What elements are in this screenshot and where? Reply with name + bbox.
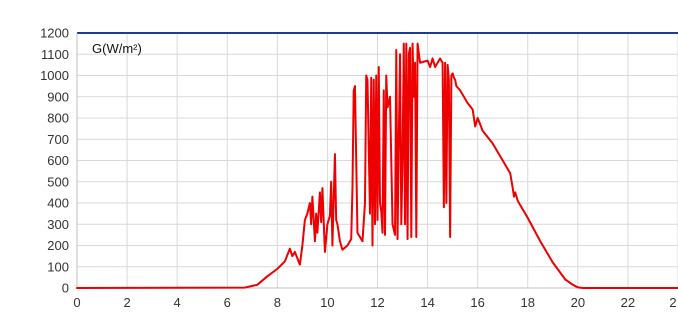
x-tick-label: 6 (224, 295, 231, 310)
x-tick-label: 10 (320, 295, 334, 310)
x-tick-label: 16 (470, 295, 484, 310)
y-tick-label: 400 (47, 196, 69, 211)
x-tick-label: 18 (521, 295, 535, 310)
x-tick-label: 20 (571, 295, 585, 310)
y-tick-label: 500 (47, 174, 69, 189)
x-tick-label: 12 (370, 295, 384, 310)
y-tick-label: 700 (47, 132, 69, 147)
x-tick-label: 0 (73, 295, 80, 310)
series-annotation-label: G(W/m²) (92, 41, 142, 56)
y-tick-label: 1100 (41, 47, 69, 62)
x-tick-label: 22 (621, 295, 635, 310)
x-axis-tick-labels: 0 2 4 6 8 10 12 14 16 18 20 22 2 (73, 295, 676, 310)
series-layer (76, 42, 678, 289)
y-tick-label: 300 (47, 217, 69, 232)
series-line (76, 42, 678, 289)
x-tick-label: 2 (669, 295, 676, 310)
x-tick-label: 14 (420, 295, 434, 310)
y-tick-label: 100 (47, 259, 69, 274)
y-tick-label: 1000 (40, 68, 69, 83)
y-tick-label: 800 (47, 111, 69, 126)
x-tick-label: 2 (123, 295, 130, 310)
y-tick-label: 1200 (40, 26, 69, 41)
y-tick-label: 200 (47, 238, 69, 253)
y-tick-label: 0 (62, 281, 69, 296)
x-tick-label: 8 (274, 295, 281, 310)
y-axis-tick-labels: 0 100 200 300 400 500 600 700 800 900 1000 1100 1200 (40, 26, 69, 296)
y-tick-label: 600 (47, 153, 69, 168)
y-tick-label: 900 (47, 89, 69, 104)
x-tick-label: 4 (174, 295, 181, 310)
